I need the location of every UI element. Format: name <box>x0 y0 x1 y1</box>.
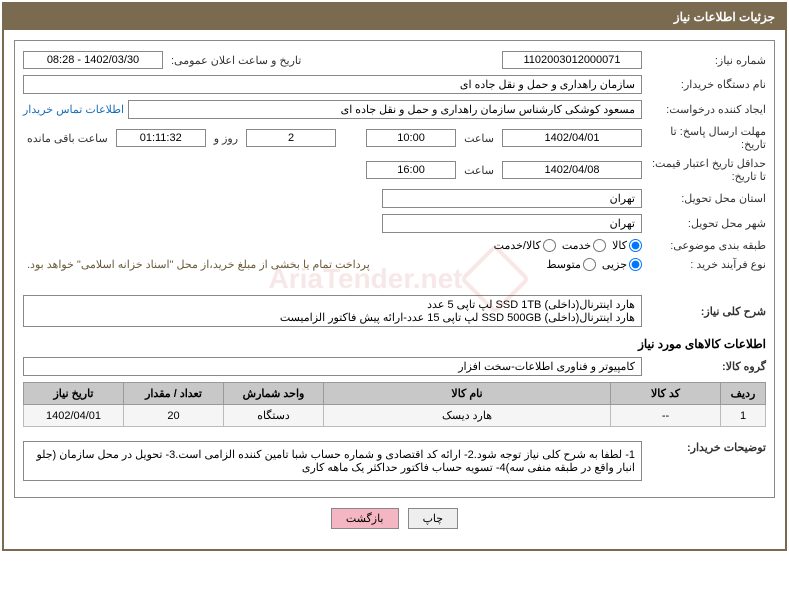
proc-medium-radio[interactable] <box>583 258 596 271</box>
requester-field: مسعود کوشکی کارشناس سازمان راهداری و حمل… <box>128 100 642 119</box>
buyer-org-field: سازمان راهداری و حمل و نقل جاده ای <box>23 75 642 94</box>
cell-date: 1402/04/01 <box>24 405 124 427</box>
category-radios: کالا خدمت کالا/خدمت <box>494 239 642 252</box>
cell-code: -- <box>611 405 721 427</box>
price-valid-time-label: ساعت <box>460 164 498 177</box>
process-radios: جزیی متوسط <box>546 258 642 271</box>
cat-both[interactable]: کالا/خدمت <box>494 239 556 252</box>
th-row: ردیف <box>721 383 766 405</box>
buyer-contact-link[interactable]: اطلاعات تماس خریدار <box>23 103 124 116</box>
cell-qty: 20 <box>124 405 224 427</box>
buyer-notes-field: 1- لطفا به شرح کلی نیاز توجه شود.2- ارائ… <box>23 441 642 481</box>
need-no-field: 1102003012000071 <box>502 51 642 69</box>
th-code: کد کالا <box>611 383 721 405</box>
price-valid-date-field: 1402/04/08 <box>502 161 642 179</box>
proc-minor[interactable]: جزیی <box>602 258 642 271</box>
cat-service[interactable]: خدمت <box>562 239 606 252</box>
panel-title: جزئیات اطلاعات نیاز <box>674 10 775 24</box>
cat-goods[interactable]: کالا <box>612 239 642 252</box>
panel-content: AriaTender.net شماره نیاز: 1102003012000… <box>4 30 785 549</box>
city-label: شهر محل تحویل: <box>646 217 766 230</box>
table-row: 1 -- هارد دیسک دستگاه 20 1402/04/01 <box>24 405 766 427</box>
remain-days-field: 2 <box>246 129 336 147</box>
process-label: نوع فرآیند خرید : <box>646 258 766 271</box>
price-valid-time-field: 16:00 <box>366 161 456 179</box>
announce-label: تاریخ و ساعت اعلان عمومی: <box>167 54 305 67</box>
th-name: نام کالا <box>324 383 611 405</box>
city-field: تهران <box>382 214 642 233</box>
desc-line-2: هارد اینترنال(داخلی) SSD 500GB لپ تاپی 1… <box>28 311 635 324</box>
goods-section-title: اطلاعات کالاهای مورد نیاز <box>23 337 766 351</box>
desc-line-1: هارد اینترنال(داخلی) SSD 1TB لپ تاپی 5 ع… <box>28 298 635 311</box>
desc-label: شرح کلی نیاز: <box>646 305 766 318</box>
print-button[interactable]: چاپ <box>408 508 459 529</box>
goods-table: ردیف کد کالا نام کالا واحد شمارش تعداد /… <box>23 382 766 427</box>
back-button[interactable]: بازگشت <box>331 508 399 529</box>
announce-field: 1402/03/30 - 08:28 <box>23 51 163 69</box>
reply-time-field: 10:00 <box>366 129 456 147</box>
reply-time-label: ساعت <box>460 132 498 145</box>
proc-minor-radio[interactable] <box>629 258 642 271</box>
remain-time-field: 01:11:32 <box>116 129 206 147</box>
reply-deadline-label: مهلت ارسال پاسخ: تا تاریخ: <box>646 125 766 151</box>
cell-name: هارد دیسک <box>324 405 611 427</box>
cat-service-radio[interactable] <box>593 239 606 252</box>
details-box: شماره نیاز: 1102003012000071 تاریخ و ساع… <box>14 40 775 498</box>
panel-header: جزئیات اطلاعات نیاز <box>4 4 785 30</box>
footer-buttons: چاپ بازگشت <box>14 498 775 539</box>
buyer-org-label: نام دستگاه خریدار: <box>646 78 766 91</box>
goods-group-label: گروه کالا: <box>646 360 766 373</box>
cat-goods-radio[interactable] <box>629 239 642 252</box>
remain-time-label: ساعت باقی مانده <box>23 132 112 145</box>
th-date: تاریخ نیاز <box>24 383 124 405</box>
remain-days-label: روز و <box>210 132 242 145</box>
cell-n: 1 <box>721 405 766 427</box>
reply-date-field: 1402/04/01 <box>502 129 642 147</box>
treasury-note: پرداخت تمام یا بخشی از مبلغ خرید،از محل … <box>23 258 374 271</box>
need-no-label: شماره نیاز: <box>646 54 766 67</box>
main-panel: جزئیات اطلاعات نیاز AriaTender.net شماره… <box>2 2 787 551</box>
category-label: طبقه بندی موضوعی: <box>646 239 766 252</box>
province-label: استان محل تحویل: <box>646 192 766 205</box>
proc-medium[interactable]: متوسط <box>546 258 596 271</box>
desc-field: هارد اینترنال(داخلی) SSD 1TB لپ تاپی 5 ع… <box>23 295 642 327</box>
cell-unit: دستگاه <box>224 405 324 427</box>
buyer-notes-label: توضیحات خریدار: <box>646 435 766 454</box>
price-valid-label: حداقل تاریخ اعتبار قیمت: تا تاریخ: <box>646 157 766 183</box>
province-field: تهران <box>382 189 642 208</box>
th-qty: تعداد / مقدار <box>124 383 224 405</box>
th-unit: واحد شمارش <box>224 383 324 405</box>
goods-group-field: کامپیوتر و فناوری اطلاعات-سخت افزار <box>23 357 642 376</box>
cat-both-radio[interactable] <box>543 239 556 252</box>
requester-label: ایجاد کننده درخواست: <box>646 103 766 116</box>
